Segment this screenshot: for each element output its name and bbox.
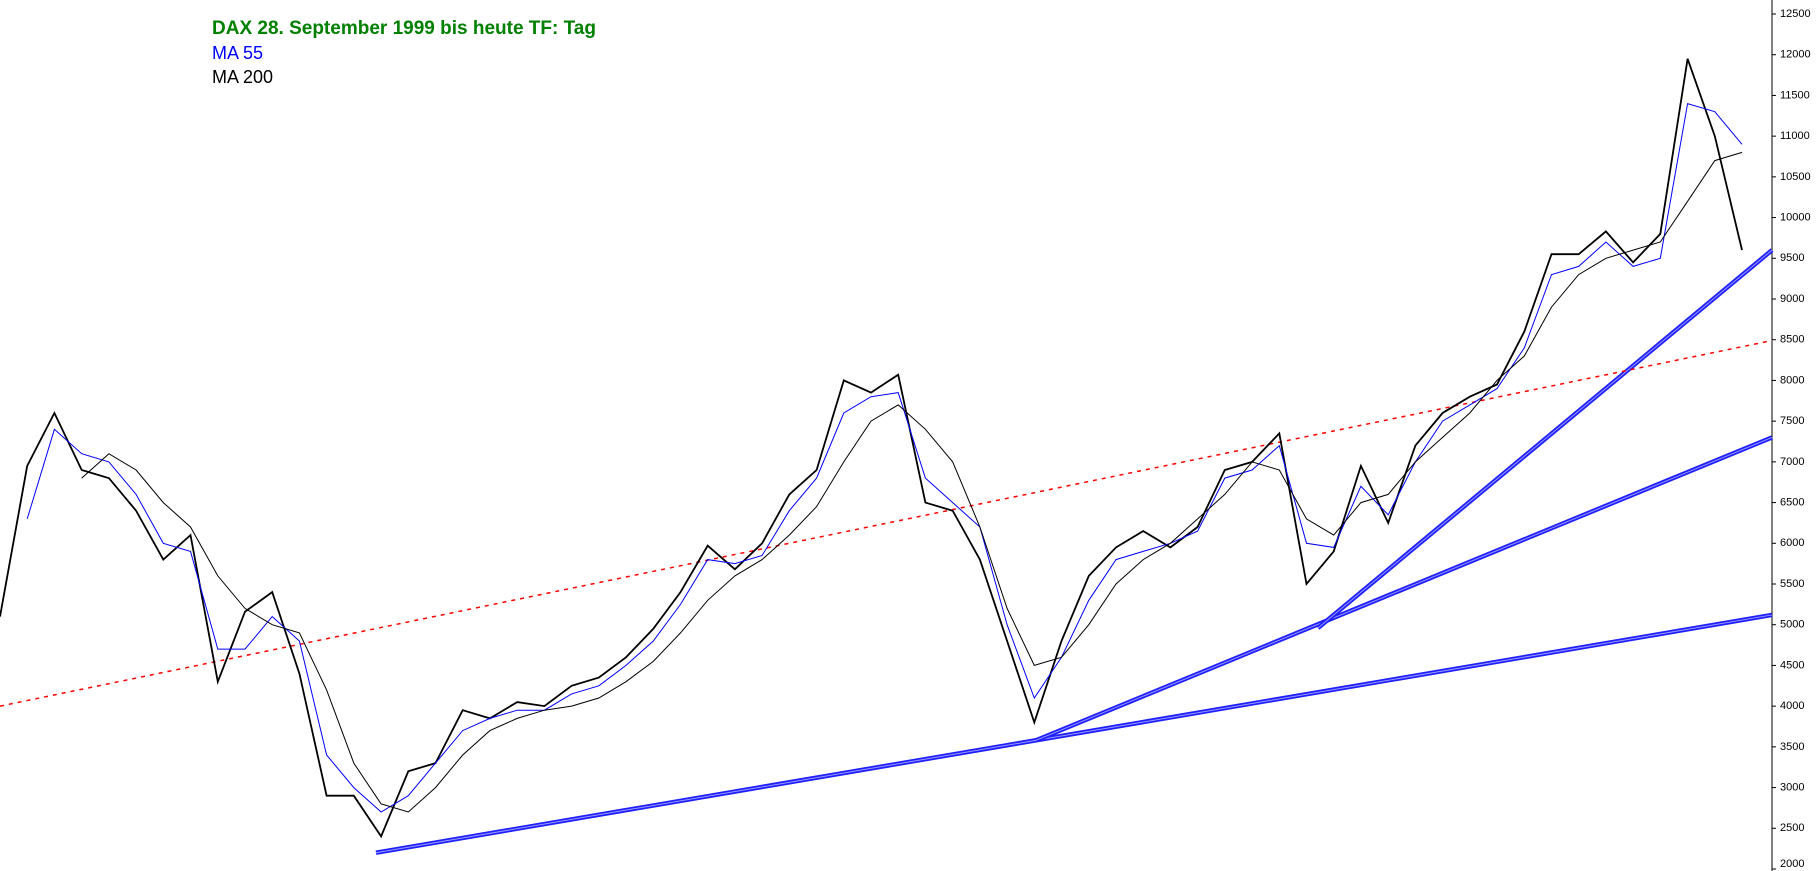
y-tick-label: 9500 [1780,252,1804,264]
y-tick-label: 5500 [1780,578,1804,590]
trendline-inner [1035,436,1773,741]
y-tick-label: 4500 [1780,659,1804,671]
y-tick-label: 5000 [1780,619,1804,631]
y-tick-label: 10000 [1780,211,1811,223]
trendline-inner [1317,249,1773,629]
y-tick-label: 10500 [1780,171,1811,183]
y-tick-label: 6000 [1780,537,1804,549]
ma-line [26,102,1743,813]
y-tick-label: 7500 [1780,415,1804,427]
y-tick-label: 7000 [1780,456,1804,468]
y-tick-label: 12500 [1780,8,1811,20]
chart-title: DAX 28. September 1999 bis heute TF: Tag [212,18,596,39]
y-tick-label: 11500 [1780,89,1810,101]
y-tick-label: 8500 [1780,334,1804,346]
ma-line [81,151,1743,813]
y-tick-label: 2000 [1780,858,1804,870]
y-tick-label: 12000 [1780,49,1811,61]
y-tick-label: 3000 [1780,781,1804,793]
y-tick-label: 6500 [1780,496,1804,508]
legend-entry: MA 200 [212,67,273,87]
trendline-inner [375,614,1773,854]
y-tick-label: 9000 [1780,293,1804,305]
legend-entry: MA 55 [212,43,263,63]
y-tick-label: 3500 [1780,741,1804,753]
y-tick-label: 4000 [1780,700,1804,712]
y-tick-label: 11000 [1780,130,1810,142]
y-tick-label: 8000 [1780,374,1804,386]
price-line [0,58,1743,839]
y-tick-label: 2500 [1780,822,1804,834]
